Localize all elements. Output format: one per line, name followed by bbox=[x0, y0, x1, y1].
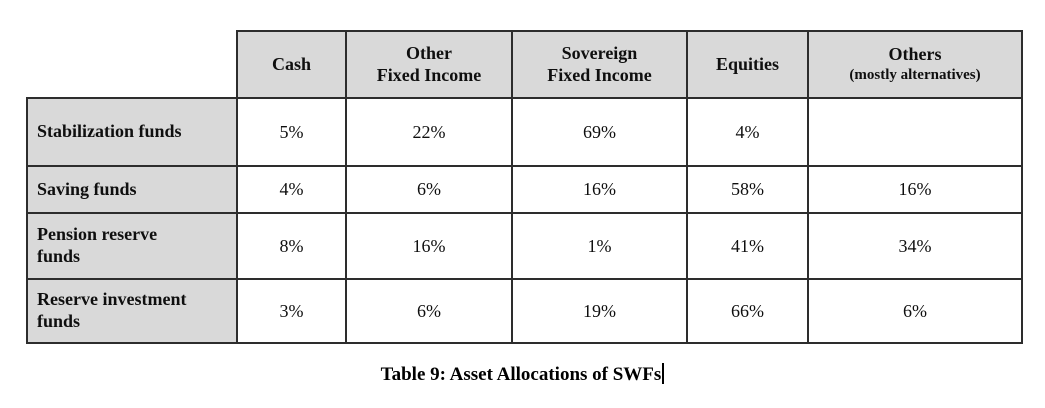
col-header-label: Other bbox=[406, 42, 452, 63]
col-header-sublabel: (mostly alternatives) bbox=[849, 67, 981, 84]
header-row: Cash Other Fixed Income Sovereign Fixed … bbox=[27, 30, 1023, 99]
data-cell[interactable]: 4% bbox=[686, 97, 809, 167]
data-cell[interactable]: 16% bbox=[807, 165, 1023, 214]
data-cell[interactable]: 6% bbox=[345, 165, 513, 214]
data-cell[interactable]: 6% bbox=[807, 278, 1023, 344]
data-cell[interactable]: 4% bbox=[236, 165, 347, 214]
data-cell[interactable]: 34% bbox=[807, 212, 1023, 280]
col-header-others[interactable]: Others (mostly alternatives) bbox=[807, 30, 1023, 99]
data-cell[interactable]: 16% bbox=[345, 212, 513, 280]
data-cell[interactable]: 6% bbox=[345, 278, 513, 344]
row-label-saving-funds[interactable]: Saving funds bbox=[26, 165, 238, 214]
data-cell[interactable]: 19% bbox=[511, 278, 688, 344]
asset-allocation-table: Cash Other Fixed Income Sovereign Fixed … bbox=[26, 30, 1023, 344]
data-cell[interactable]: 16% bbox=[511, 165, 688, 214]
col-header-sublabel: Fixed Income bbox=[547, 64, 652, 85]
row-label-stabilization-funds[interactable]: Stabilization funds bbox=[26, 97, 238, 167]
col-header-sublabel: Fixed Income bbox=[376, 64, 482, 85]
data-cell[interactable]: 58% bbox=[686, 165, 809, 214]
row-label-text: Saving funds bbox=[37, 178, 137, 199]
col-header-cash[interactable]: Cash bbox=[236, 30, 347, 99]
table-row: Saving funds 4% 6% 16% 58% 16% bbox=[26, 165, 1023, 214]
col-header-label: Sovereign bbox=[561, 42, 638, 63]
table-row: Reserve investment funds 3% 6% 19% 66% 6… bbox=[26, 278, 1023, 344]
row-label-text: Reserve investment funds bbox=[37, 289, 187, 331]
data-cell[interactable]: 5% bbox=[236, 97, 347, 167]
col-header-label: Equities bbox=[715, 53, 780, 74]
data-cell[interactable]: 1% bbox=[511, 212, 688, 280]
corner-cell bbox=[27, 31, 237, 98]
table-row: Stabilization funds 5% 22% 69% 4% bbox=[26, 97, 1023, 167]
col-header-other-fixed-income[interactable]: Other Fixed Income bbox=[345, 30, 513, 99]
table-caption[interactable]: Table 9: Asset Allocations of SWFs bbox=[0, 363, 1045, 388]
row-label-pension-reserve-funds[interactable]: Pension reserve funds bbox=[26, 212, 238, 280]
col-header-label: Others bbox=[888, 44, 942, 65]
col-header-label: Cash bbox=[271, 53, 311, 74]
data-cell[interactable]: 22% bbox=[345, 97, 513, 167]
data-cell[interactable]: 8% bbox=[236, 212, 347, 280]
row-label-text: Stabilization funds bbox=[37, 121, 182, 142]
text-cursor bbox=[662, 363, 665, 384]
col-header-equities[interactable]: Equities bbox=[686, 30, 809, 99]
row-label-reserve-investment-funds[interactable]: Reserve investment funds bbox=[26, 278, 238, 344]
data-cell[interactable]: 66% bbox=[686, 278, 809, 344]
row-label-text: Pension reserve funds bbox=[37, 224, 158, 266]
data-cell[interactable]: 3% bbox=[236, 278, 347, 344]
data-cell[interactable] bbox=[807, 97, 1023, 167]
table-row: Pension reserve funds 8% 16% 1% 41% 34% bbox=[26, 212, 1023, 280]
col-header-sovereign-fixed-income[interactable]: Sovereign Fixed Income bbox=[511, 30, 688, 99]
data-cell[interactable]: 69% bbox=[511, 97, 688, 167]
data-cell[interactable]: 41% bbox=[686, 212, 809, 280]
caption-text: Table 9: Asset Allocations of SWFs bbox=[380, 364, 662, 385]
